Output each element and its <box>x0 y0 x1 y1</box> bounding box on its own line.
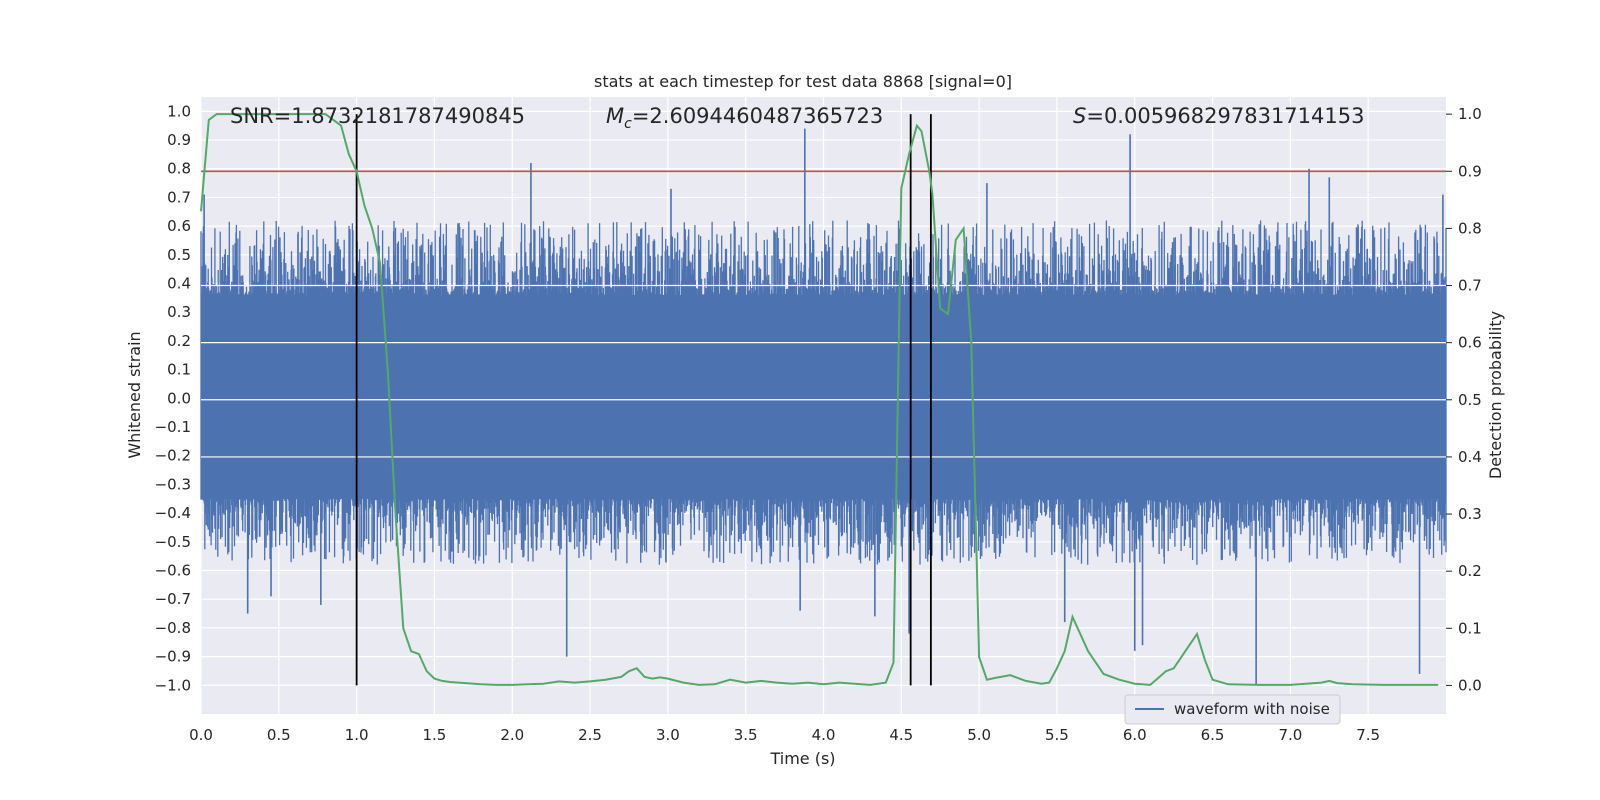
x-tick-label: 5.5 <box>1045 726 1069 744</box>
y-right-tick-label: 0.6 <box>1458 334 1482 352</box>
y-right-axis-title: Detection probability <box>1486 311 1505 479</box>
chirp-mass-annotation: Mc=2.6094460487365723 <box>606 104 883 132</box>
y-left-tick-label: −0.1 <box>155 418 191 436</box>
chart-title: stats at each timestep for test data 886… <box>594 72 1012 91</box>
x-axis-ticks: 0.0 0.5 1.0 1.5 2.0 2.5 3.0 3.5 4.0 4.5 5.0 5.5 6.0 6… <box>189 726 1380 744</box>
probability-series <box>200 113 1439 686</box>
x-axis-title: Time (s) <box>769 749 835 768</box>
y-left-tick-label: −0.4 <box>155 504 191 522</box>
y-right-axis-ticks: 1.0 0.9 0.8 0.7 0.6 0.5 0.4 0.3 0.2 0.1 0.0 <box>1446 105 1482 694</box>
y-left-tick-label: 0.2 <box>167 332 191 350</box>
y-left-axis-title: Whitened strain <box>125 331 144 458</box>
y-left-tick-label: 0.0 <box>167 389 191 407</box>
y-right-tick-label: 0.9 <box>1458 162 1482 180</box>
y-left-tick-label: 0.4 <box>167 275 191 293</box>
x-tick-label: 5.0 <box>967 726 991 744</box>
y-right-tick-label: 0.2 <box>1458 562 1482 580</box>
x-tick-label: 0.0 <box>189 726 213 744</box>
x-tick-label: 2.0 <box>500 726 524 744</box>
x-tick-label: 3.5 <box>734 726 758 744</box>
y-left-tick-label: 0.9 <box>167 131 191 149</box>
vertical-markers <box>355 114 932 686</box>
y-left-tick-label: −0.6 <box>155 562 191 580</box>
x-tick-label: 7.5 <box>1356 726 1380 744</box>
detection-probability-line <box>200 113 1439 686</box>
y-right-tick-label: 1.0 <box>1458 105 1482 123</box>
y-right-tick-label: 0.7 <box>1458 277 1482 295</box>
x-tick-label: 2.5 <box>578 726 602 744</box>
y-left-tick-label: 0.6 <box>167 217 191 235</box>
x-tick-label: 0.5 <box>267 726 291 744</box>
legend-box <box>1124 694 1341 725</box>
y-left-tick-label: 0.5 <box>167 246 191 264</box>
legend-label: waveform with noise <box>1174 700 1330 718</box>
y-left-tick-label: −0.2 <box>155 447 191 465</box>
y-left-tick-label: 0.7 <box>167 188 191 206</box>
waveform-noise-band <box>201 295 1446 499</box>
y-right-tick-label: 0.3 <box>1458 505 1482 523</box>
y-left-axis-ticks: 1.0 0.9 0.8 0.7 0.6 0.5 0.4 0.3 0.2 0.1 0.0 −0.1 −0.… <box>155 102 191 694</box>
y-right-tick-label: 0.8 <box>1458 219 1482 237</box>
y-left-tick-label: −0.7 <box>155 590 191 608</box>
x-tick-label: 6.0 <box>1123 726 1147 744</box>
y-left-tick-label: 0.1 <box>167 361 191 379</box>
x-tick-label: 1.5 <box>423 726 447 744</box>
x-tick-label: 3.0 <box>656 726 680 744</box>
x-tick-label: 1.0 <box>345 726 369 744</box>
y-right-tick-label: 0.0 <box>1458 676 1482 694</box>
x-tick-label: 7.0 <box>1278 726 1302 744</box>
snr-annotation: SNR=1.8732181787490845 <box>230 104 525 128</box>
y-left-tick-label: −0.8 <box>155 619 191 637</box>
y-left-tick-label: 0.3 <box>167 303 191 321</box>
y-left-tick-label: −1.0 <box>155 676 191 694</box>
s-annotation: S=0.005968297831714153 <box>1073 104 1364 128</box>
y-right-tick-label: 0.4 <box>1458 448 1482 466</box>
y-right-tick-label: 0.1 <box>1458 619 1482 637</box>
x-tick-label: 6.5 <box>1201 726 1225 744</box>
y-right-tick-label: 0.5 <box>1458 391 1482 409</box>
legend: waveform with noise <box>1124 694 1341 725</box>
y-left-tick-label: −0.5 <box>155 533 191 551</box>
x-tick-label: 4.0 <box>812 726 836 744</box>
y-left-tick-label: −0.9 <box>155 648 191 666</box>
x-tick-label: 4.5 <box>889 726 913 744</box>
waveform-series <box>200 128 1447 686</box>
y-left-tick-label: 0.8 <box>167 160 191 178</box>
y-left-tick-label: 1.0 <box>167 102 191 120</box>
y-left-tick-label: −0.3 <box>155 475 191 493</box>
